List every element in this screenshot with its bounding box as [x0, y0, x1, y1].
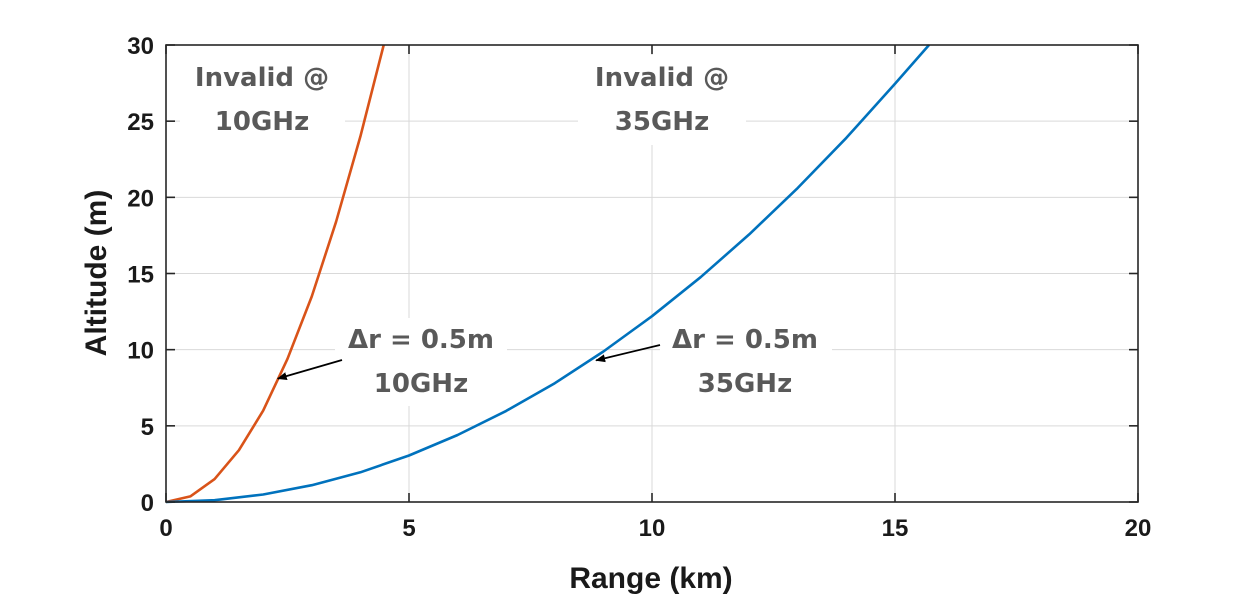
annotation-text: Δr = 0.5m	[672, 325, 818, 355]
y-tick-label: 15	[127, 262, 154, 289]
annotation-backgrounds	[180, 55, 832, 406]
annotation-background	[660, 318, 832, 406]
annotation-text: 10GHz	[374, 369, 468, 399]
x-tick-label: 5	[402, 515, 415, 542]
series	[165, 44, 930, 504]
x-tick-label: 15	[882, 515, 909, 542]
annotation-arrow	[595, 344, 661, 363]
annotation-text: 35GHz	[698, 369, 792, 399]
x-axis-label: Range (km)	[569, 562, 732, 595]
annotation-text: Invalid @	[595, 63, 729, 93]
annotation-background	[578, 55, 746, 145]
x-tick-label: 10	[639, 515, 666, 542]
y-tick-label: 25	[127, 109, 154, 136]
series-line-1	[165, 44, 930, 504]
y-tick-label: 0	[141, 490, 154, 517]
annotation-text: Δr = 0.5m	[348, 325, 494, 355]
series-line-0	[165, 44, 385, 504]
y-axis-label: Altitude (m)	[80, 190, 113, 357]
annotation-text: Invalid @	[195, 63, 329, 93]
x-tick-label: 0	[159, 515, 172, 542]
annotation-text: 35GHz	[615, 107, 709, 137]
x-tick-label: 20	[1125, 515, 1152, 542]
y-tick-label: 30	[127, 33, 154, 60]
annotations: Invalid @ 10GHz Invalid @ 35GHz Δr = 0.5m 10G…	[195, 63, 818, 399]
ticks: 0 5 10 15 20 0 5 10 15 20 25 30	[127, 33, 1151, 542]
y-tick-label: 5	[141, 414, 154, 441]
annotation-text: 10GHz	[215, 107, 309, 137]
annotation-background	[180, 55, 345, 145]
y-tick-label: 10	[127, 338, 154, 365]
y-tick-label: 20	[127, 185, 154, 212]
annotation-arrow	[276, 359, 343, 380]
annotation-background	[335, 318, 507, 406]
